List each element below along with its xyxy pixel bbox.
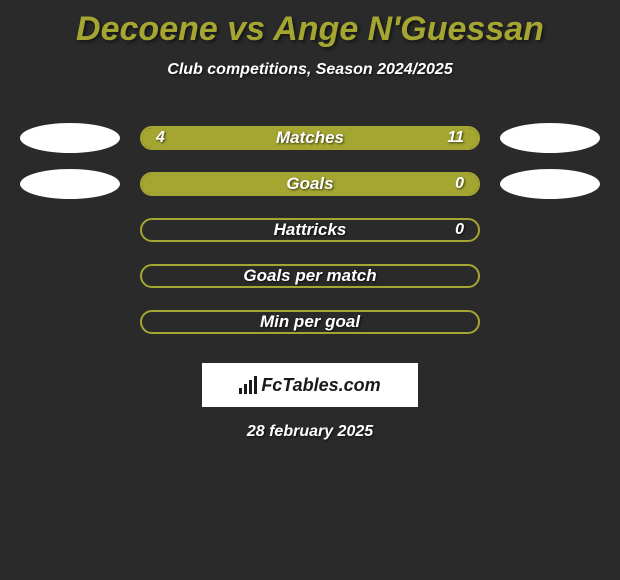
chart-date: 28 february 2025 — [0, 423, 620, 441]
stat-bar: 4 11 Matches — [140, 126, 480, 150]
page-title: Decoene vs Ange N'Guessan — [0, 0, 620, 49]
chart-row: 4 11 Matches — [0, 115, 620, 161]
player-left-avatar — [20, 123, 120, 153]
bar-label: Goals — [286, 174, 333, 194]
logo-text: FcTables.com — [261, 375, 380, 396]
stat-bar: 0 Hattricks — [140, 218, 480, 242]
bar-value-right: 11 — [447, 129, 464, 147]
bar-label: Min per goal — [260, 312, 360, 332]
stat-bar: Goals per match — [140, 264, 480, 288]
bar-label: Goals per match — [243, 266, 376, 286]
chart-row: 0 Goals — [0, 161, 620, 207]
chart-row: Min per goal — [0, 299, 620, 345]
logo-badge: FcTables.com — [202, 363, 418, 407]
stat-bar: 0 Goals — [140, 172, 480, 196]
bar-fill-right — [232, 128, 478, 148]
stat-bar: Min per goal — [140, 310, 480, 334]
player-right-avatar — [500, 169, 600, 199]
player-right-avatar — [500, 123, 600, 153]
chart-row: 0 Hattricks — [0, 207, 620, 253]
logo-bars-icon — [239, 376, 257, 394]
bar-label: Matches — [276, 128, 344, 148]
chart-row: Goals per match — [0, 253, 620, 299]
comparison-chart: 4 11 Matches 0 Goals 0 Hattricks Goals per matc… — [0, 115, 620, 345]
subtitle: Club competitions, Season 2024/2025 — [0, 61, 620, 79]
bar-value-left: 4 — [156, 129, 165, 147]
player-left-avatar — [20, 169, 120, 199]
bar-value-right: 0 — [455, 175, 464, 193]
bar-label: Hattricks — [274, 220, 347, 240]
bar-value-right: 0 — [455, 221, 464, 239]
